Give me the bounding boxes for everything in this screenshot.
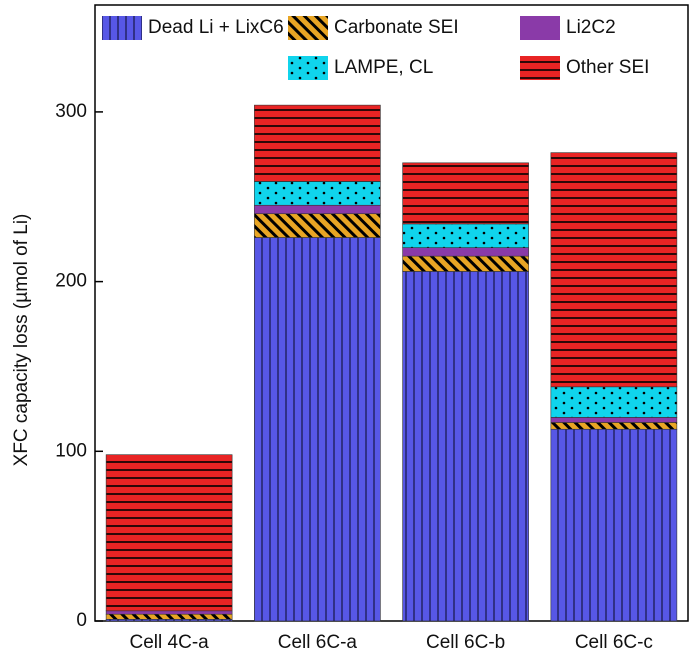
bar-segment [550,428,678,622]
y-tick-label: 0 [76,610,87,631]
x-tick-label: Cell 6C-c [575,632,653,653]
bar-segment [402,162,529,225]
legend-swatch [520,16,560,40]
bar-segment [254,237,381,622]
bar-segment [550,152,678,388]
bar-segment [254,213,381,238]
bar-segment [105,454,233,612]
legend-label: Carbonate SEI [334,17,459,38]
x-tick-label: Cell 4C-a [130,632,210,653]
bar-segment [402,223,529,248]
bar-segment [550,386,678,418]
x-tick-label: Cell 6C-a [278,632,358,653]
legend-swatch [288,16,328,40]
legend-label: Li2C2 [566,17,616,38]
bar-segment [105,610,233,615]
bar-segment [254,104,381,182]
bar-segment [254,181,381,206]
y-tick-label: 300 [55,101,87,122]
bar-segment [254,204,381,215]
x-tick-label: Cell 6C-b [426,632,505,653]
plot-frame [94,4,689,622]
legend-swatch [102,16,142,40]
legend-label: Dead Li + LixC6 [148,17,284,38]
bar-segment [402,255,529,272]
bar-segment [550,417,678,423]
legend-label: LAMPE, CL [334,57,433,78]
bar-segment [402,271,529,622]
bar-segment [550,422,678,430]
legend-label: Other SEI [566,57,649,78]
y-tick-label: 200 [55,271,87,292]
legend-swatch [288,56,328,80]
y-tick-label: 100 [55,440,87,461]
bar-segment [402,247,529,257]
bar-segment [105,613,233,620]
y-axis-label: XFC capacity loss (µmol of Li) [11,214,32,467]
legend-swatch [520,56,560,80]
